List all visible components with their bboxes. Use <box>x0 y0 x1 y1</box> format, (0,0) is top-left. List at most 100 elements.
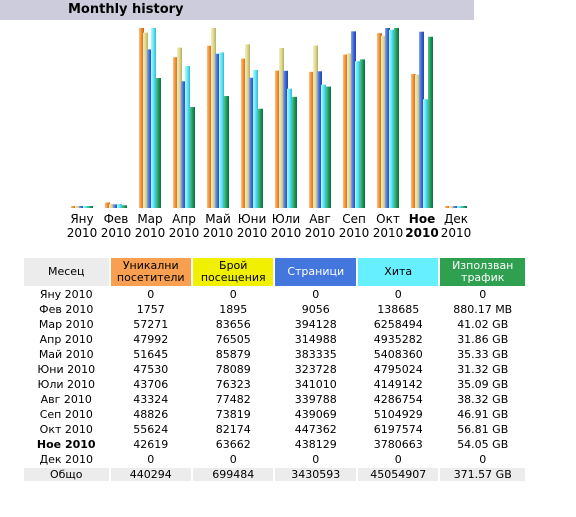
table-row: Дек 2010 0 0 0 0 0 <box>24 453 525 466</box>
table-row: Ное 2010 42619 63662 438129 3780663 54.05 GB <box>24 438 525 451</box>
monthly-history-chart <box>71 28 467 209</box>
bar-bandwidth-7 <box>326 86 331 208</box>
bar-visits-1 <box>109 204 114 208</box>
x-tick-month: Май <box>205 212 231 226</box>
x-tick-year: 2010 <box>372 226 404 240</box>
cell-month: Сеп 2010 <box>39 408 93 421</box>
x-tick-label: Апр 2010 <box>164 212 204 240</box>
bar-pages-4 <box>215 53 220 208</box>
bar-visits-8 <box>347 53 352 209</box>
bar-pages-5 <box>249 77 254 209</box>
table-row: Яну 2010 0 0 0 0 0 <box>24 288 525 301</box>
bar-hits-4 <box>219 52 224 209</box>
table-header-row: Месец Уникални посетители Брой посещения… <box>24 258 525 286</box>
cell-month: Юни 2010 <box>37 363 96 376</box>
cell-bandwidth: 880.17 MB <box>453 303 513 316</box>
bar-pages-0 <box>79 206 84 208</box>
table-row: Апр 2010 47992 76505 314988 4935282 31.86 GB <box>24 333 525 346</box>
cell-pages: 438129 <box>294 438 337 451</box>
cell-pages: 0 <box>312 288 320 301</box>
x-tick-label: Сеп 2010 <box>334 212 374 240</box>
col-header-hits: Хита <box>357 258 439 286</box>
cell-visits: 63662 <box>215 438 251 451</box>
x-tick-label: Фев 2010 <box>96 212 136 240</box>
total-bandwidth: 371.57 GB <box>440 468 525 481</box>
cell-month: Авг 2010 <box>40 393 92 406</box>
bar-visitors-8 <box>343 54 348 208</box>
cell-hits: 3780663 <box>373 438 423 451</box>
x-tick-year: 2010 <box>202 226 234 240</box>
x-tick-month: Авг <box>309 212 331 226</box>
col-header-bandwidth: Използван трафик <box>440 258 525 286</box>
bar-bandwidth-0 <box>88 206 93 208</box>
x-tick-label: Дек 2010 <box>436 212 476 240</box>
table-row: Авг 2010 43324 77482 339788 4286754 38.32 GB <box>24 393 525 406</box>
cell-pages: 383335 <box>294 348 337 361</box>
cell-hits: 5408360 <box>373 348 423 361</box>
bar-hits-11 <box>457 206 462 208</box>
cell-month: Юли 2010 <box>37 378 96 391</box>
bar-pages-9 <box>385 28 390 208</box>
x-tick-label: Авг 2010 <box>300 212 340 240</box>
bar-pages-7 <box>317 71 322 208</box>
x-tick-year: 2010 <box>236 226 268 240</box>
table-row: Фев 2010 1757 1895 9056 138685 880.17 MB <box>24 303 525 316</box>
cell-hits: 4795024 <box>373 363 423 376</box>
cell-visits: 1895 <box>219 303 248 316</box>
col-header-visits: Брой посещения <box>193 258 274 286</box>
x-tick-label: Май 2010 <box>198 212 238 240</box>
cell-visitors: 47530 <box>133 363 169 376</box>
cell-visitors: 57271 <box>133 318 169 331</box>
x-tick-month: Окт <box>376 212 400 226</box>
bar-visits-10 <box>415 74 420 208</box>
cell-month: Дек 2010 <box>39 453 94 466</box>
bar-hits-3 <box>185 66 190 208</box>
cell-bandwidth: 35.33 GB <box>457 348 509 361</box>
bar-bandwidth-6 <box>292 96 297 208</box>
table-total-row: Общо 440294 699484 3430593 45054907 371.57 GB <box>24 468 525 481</box>
cell-bandwidth: 31.86 GB <box>457 333 509 346</box>
x-tick-month: Юни <box>237 212 267 226</box>
bar-visits-4 <box>211 28 216 208</box>
bar-hits-2 <box>151 28 156 208</box>
header-accent <box>0 0 62 20</box>
cell-hits: 138685 <box>377 303 420 316</box>
cell-hits: 0 <box>394 453 402 466</box>
x-tick-label: Юни 2010 <box>232 212 272 240</box>
cell-pages: 9056 <box>301 303 330 316</box>
bar-visits-5 <box>245 44 250 208</box>
table-row: Май 2010 51645 85879 383335 5408360 35.33 GB <box>24 348 525 361</box>
x-tick-label: Окт 2010 <box>368 212 408 240</box>
cell-bandwidth: 56.81 GB <box>457 423 509 436</box>
col-header-month: Месец <box>24 258 109 286</box>
cell-hits: 6197574 <box>373 423 423 436</box>
cell-pages: 341010 <box>294 378 337 391</box>
bar-visits-0 <box>75 206 80 208</box>
cell-pages: 439069 <box>294 408 337 421</box>
bar-visitors-4 <box>207 45 212 208</box>
bar-visitors-9 <box>377 33 382 209</box>
x-tick-label: Мар 2010 <box>130 212 170 240</box>
cell-bandwidth: 0 <box>479 288 487 301</box>
bar-hits-9 <box>389 29 394 208</box>
cell-month: Май 2010 <box>38 348 94 361</box>
bar-hits-5 <box>253 70 258 208</box>
bar-visitors-10 <box>411 74 416 208</box>
x-tick-year: 2010 <box>66 226 98 240</box>
bar-hits-8 <box>355 61 360 208</box>
table-row: Юни 2010 47530 78089 323728 4795024 31.32 GB <box>24 363 525 376</box>
x-tick-month: Сеп <box>342 212 366 226</box>
bar-pages-10 <box>419 31 424 208</box>
cell-visitors: 48826 <box>133 408 169 421</box>
bar-hits-6 <box>287 88 292 208</box>
table-row: Мар 2010 57271 83656 394128 6258494 41.02 GB <box>24 318 525 331</box>
x-tick-label: Яну 2010 <box>62 212 102 240</box>
x-tick-year: 2010 <box>100 226 132 240</box>
cell-visitors: 42619 <box>133 438 169 451</box>
bar-visitors-3 <box>173 57 178 208</box>
x-tick-label: Юли 2010 <box>266 212 306 240</box>
section-title: Monthly history <box>68 2 184 17</box>
x-tick-year: 2010 <box>338 226 370 240</box>
bar-visitors-11 <box>445 206 450 208</box>
x-tick-month: Дек <box>443 212 468 226</box>
